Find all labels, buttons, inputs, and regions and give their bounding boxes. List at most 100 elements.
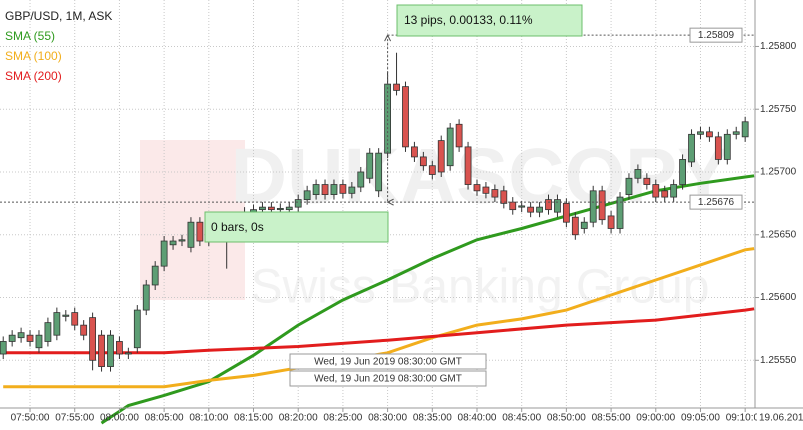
candle-body [598,190,606,221]
candle-body [625,177,633,195]
candle-body [366,152,374,179]
candle-body [411,146,418,158]
x-tick-label: 08:35:00 [413,413,452,424]
x-tick-label: 08:20:00 [279,413,318,424]
candle-body [44,322,52,342]
x-tick-label: 08:55:00 [592,413,631,424]
candle-body [697,131,704,135]
time-label-box [289,353,487,370]
candle-body [589,190,597,223]
candle-body [321,184,329,195]
y-tick-label: 1.25650 [760,229,797,240]
candle-body [482,186,490,194]
price-marker-label: 1.25676 [698,197,735,208]
candle-body [518,205,526,208]
candle-body [500,190,508,204]
candle-body [536,206,543,213]
candles [0,52,749,372]
legend: GBP/USD, 1M, ASK SMA (55) SMA (100) SMA (2… [5,9,112,83]
candle-body [446,127,454,167]
candle-body [571,216,579,236]
candle-body [62,314,70,317]
candle-body [35,334,43,349]
candle-body [419,156,427,167]
candle-body [0,341,7,355]
sma-line [3,307,755,355]
candle-body [339,184,347,194]
measure-arrow [386,198,394,206]
candle-body [562,202,570,223]
candle-body [670,184,678,198]
x-tick-label: 08:45:00 [502,413,541,424]
candle-body [26,334,34,342]
candle-body [53,312,61,336]
candle-body [17,332,25,339]
candle-body [80,324,88,336]
candle-body [196,221,204,242]
y-tick-label: 1.25700 [760,167,797,178]
x-tick-label: 08:50:00 [547,413,586,424]
candle-body [741,121,749,138]
candle-body [98,334,105,367]
x-tick-label: 08:15:00 [234,413,273,424]
price-marker-box [689,194,743,210]
time-label: Wed, 19 Jun 2019 08:30:00 GMT [314,357,462,368]
candle-body [169,240,177,246]
candle-body [732,131,740,135]
candle-body [634,169,642,179]
x-tick-label: 09:10:00 [726,413,765,424]
candle-body [509,201,517,211]
x-tick-label: 08:30:00 [368,413,407,424]
candle-body [384,83,392,154]
candle-body [142,284,150,311]
measure-box [396,4,583,37]
candle-body [437,140,445,173]
x-tick-label: 08:05:00 [145,413,184,424]
candle-body [714,136,722,160]
x-tick-label: 08:10:00 [189,413,228,424]
candle-body [285,206,293,211]
candle-body [607,215,615,229]
bars-label: 0 bars, 0s [211,220,264,234]
candle-body [706,131,713,138]
y-tick-label: 1.25550 [760,355,797,366]
candle-body [652,184,660,198]
legend-entry: SMA (200) [5,69,62,83]
candle-body [723,133,731,160]
y-tick-label: 1.25600 [760,292,797,303]
chart-title: GBP/USD, 1M, ASK [5,9,112,23]
candle-body [330,184,338,195]
x-tick-label: 08:40:00 [458,413,497,424]
candle-body [643,177,651,185]
candle-body [491,189,499,198]
candle-body [527,206,535,213]
candle-body [107,334,114,367]
candle-body [151,265,159,286]
candle-body [124,352,132,355]
x-tick-label: 08:00:00 [100,413,139,424]
candle-body [303,190,311,201]
overlays: 1.25809 1.25676 13 pips, 0.00133, 0.11% 0 b… [0,4,755,387]
candle-body [267,206,275,211]
candle-body [402,86,409,148]
candle-body [357,171,365,188]
candle-body [616,196,624,229]
candle-body [187,221,195,248]
bars-box [204,211,389,243]
candle-body [464,146,472,185]
price-marker-box [689,27,743,43]
legend-entry: SMA (55) [5,29,55,43]
x-tick-label: 08:25:00 [323,413,362,424]
candle-body [545,199,552,211]
candle-body [89,317,97,361]
sma-line [3,247,755,389]
candle-body [554,199,561,213]
candle-body [133,309,141,349]
candle-body [661,190,669,198]
price-marker-label: 1.25809 [698,30,735,41]
measure-label: 13 pips, 0.00133, 0.11% [404,13,533,27]
candle-body [580,221,588,229]
y-tick-label: 1.25750 [760,104,797,115]
candle-body [116,341,123,355]
